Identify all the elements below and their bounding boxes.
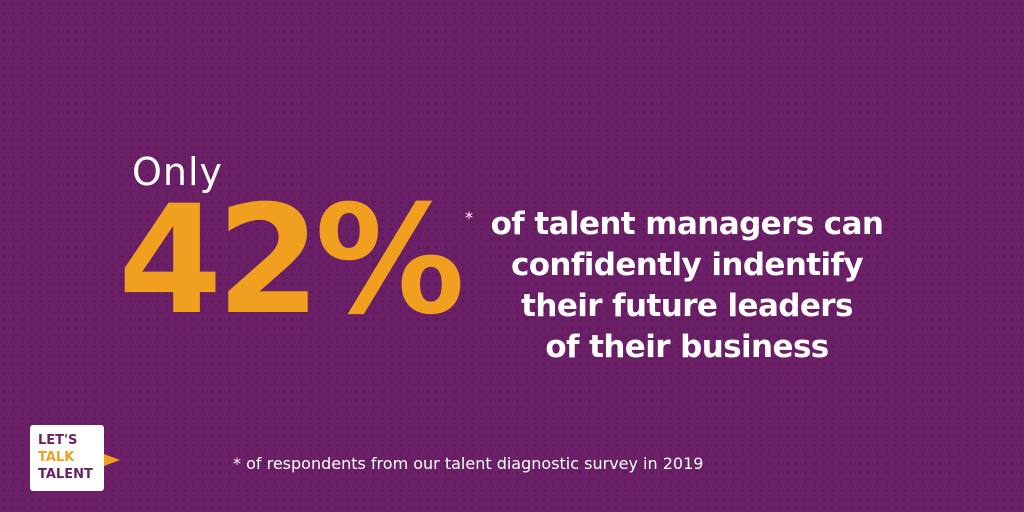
asterisk-marker: *	[465, 208, 473, 227]
prefix-text: Only	[132, 150, 224, 194]
logo-text: LET'S TALK TALENT	[38, 432, 93, 483]
logo-line: LET'S	[38, 433, 78, 448]
statement-line: of talent managers can	[490, 206, 884, 242]
lets-talk-talent-logo: LET'S TALK TALENT	[30, 425, 104, 491]
logo-line: TALENT	[38, 467, 93, 482]
statement-line: of their business	[545, 329, 829, 365]
play-arrow-icon	[104, 454, 120, 466]
logo-line: TALK	[38, 450, 75, 465]
statement-line: confidently indentify	[510, 247, 864, 283]
footnote-text: * of respondents from our talent diagnos…	[233, 454, 704, 473]
stat-percentage: 42%	[118, 174, 465, 348]
statement-line: their future leaders	[521, 288, 853, 324]
statement-text: of talent managers can confidently inden…	[484, 204, 890, 368]
